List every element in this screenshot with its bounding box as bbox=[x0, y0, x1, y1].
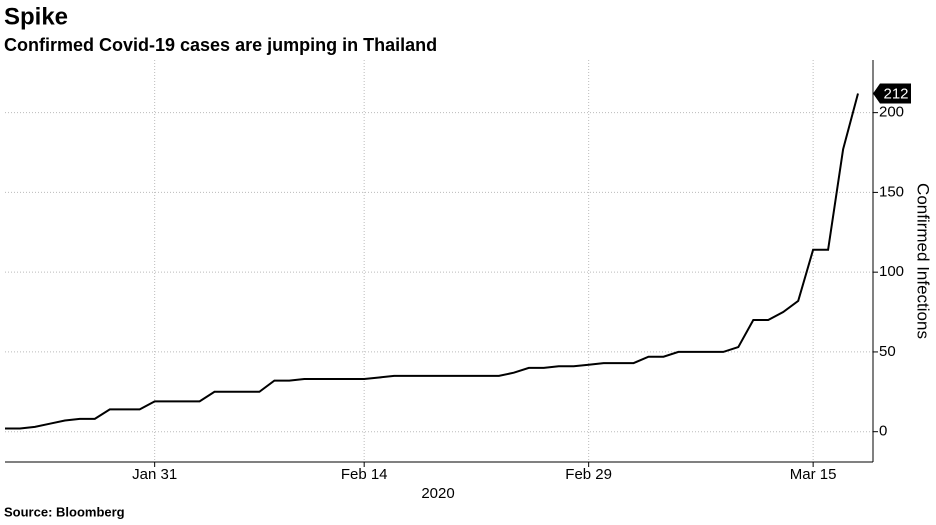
value-label-box bbox=[873, 83, 911, 104]
chart-subtitle: Confirmed Covid-19 cases are jumping in … bbox=[4, 35, 437, 55]
x-axis-label: 2020 bbox=[421, 485, 454, 502]
x-tick-label: Feb 14 bbox=[341, 466, 388, 483]
line bbox=[5, 93, 859, 430]
y-tick-label: 50 bbox=[879, 343, 896, 360]
y-tick-label: 100 bbox=[879, 263, 904, 280]
x-tick-label: Feb 29 bbox=[565, 466, 612, 483]
x-tick-label: Mar 15 bbox=[790, 466, 837, 483]
y-tick-label: 200 bbox=[879, 104, 904, 121]
y-axis-label: Confirmed Infections bbox=[914, 183, 933, 339]
x-tick-label: Jan 31 bbox=[132, 466, 177, 483]
chart-title: Spike bbox=[4, 3, 68, 30]
source: Source: Bloomberg bbox=[4, 504, 125, 519]
y-tick-label: 150 bbox=[879, 183, 904, 200]
value-label: 212 bbox=[883, 85, 908, 102]
y-tick-label: 0 bbox=[879, 423, 887, 440]
